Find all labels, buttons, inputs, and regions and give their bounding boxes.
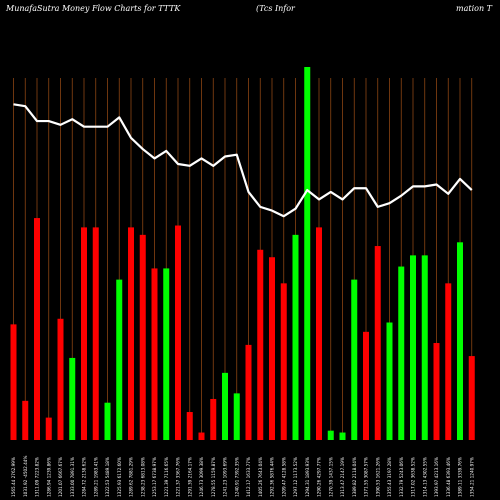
x-tick-label: 1322.53 5489.18% (105, 457, 110, 497)
money-flow-bar (468, 356, 475, 440)
money-flow-bar (410, 255, 416, 440)
money-flow-bar (186, 412, 193, 440)
money-flow-bar (398, 266, 405, 440)
x-tick-label: 1389.82 2118.04% (352, 457, 357, 497)
x-tick-label: 1311.09 7223.82% (35, 457, 40, 497)
money-flow-bar (104, 402, 111, 440)
x-tick-label: 1314.13 4302.55% (422, 457, 427, 497)
chart-title-mid: (Tcs Infor (256, 4, 296, 13)
money-flow-bar (175, 225, 181, 440)
money-flow-bar (10, 324, 17, 440)
money-flow-bar (304, 67, 311, 440)
x-tick-label: 1278.55 1159.87% (211, 457, 216, 497)
x-tick-label: 1294.31 1893.93% (305, 457, 310, 497)
x-tick-label: 1209.47 4128.58% (281, 457, 286, 497)
money-flow-bar (139, 234, 146, 440)
x-tick-label: 1292.36 5876.44% (270, 457, 275, 497)
money-flow-bar (163, 268, 170, 440)
chart-title-left: MunafaSutra Money Flow Charts for TTTK (5, 4, 181, 13)
money-flow-bar (457, 242, 463, 440)
x-tick-label: 1290.26 4297.77% (317, 457, 322, 497)
money-flow-bar (22, 400, 29, 440)
money-flow-bar (316, 227, 322, 440)
money-flow-bars (10, 67, 475, 440)
x-tick-label: 1332.79 5243.06% (399, 457, 404, 497)
money-flow-bar (339, 432, 346, 440)
money-flow-bar (292, 234, 299, 440)
money-flow-bar (433, 343, 440, 440)
money-flow-bar (116, 279, 123, 440)
x-tick-label: 1289.62 7881.29% (129, 457, 134, 497)
money-flow-bar (233, 393, 240, 440)
x-tick-labels: 1565.44 2762.99% 1031.92 -4502.44% 1311.09… (11, 456, 474, 497)
money-flow-bar (245, 344, 252, 440)
x-tick-label: 1221.37 3367.76% (176, 457, 181, 497)
money-flow-bar (386, 322, 393, 440)
x-tick-label: 1291.39 2164.17% (187, 457, 192, 497)
money-flow-bar (363, 331, 369, 440)
money-flow-bar (34, 218, 40, 440)
money-flow-bar (374, 246, 381, 440)
money-flow-bar (210, 398, 217, 440)
x-tick-label: 1355.43 3197.28% (387, 457, 392, 497)
money-flow-bar (128, 227, 134, 440)
money-flow-bar (81, 227, 87, 440)
money-flow-bar (69, 357, 76, 440)
x-tick-label: 1241.23 1093.69% (223, 457, 228, 497)
x-tick-label: 1389.11 3339.76% (458, 457, 463, 497)
x-tick-label: 1317.02 3638.52% (411, 457, 416, 497)
x-tick-label: 1390.53 1621.26% (375, 457, 380, 497)
x-tick-label: 1565.44 2762.99% (11, 457, 16, 497)
x-tick-label: 1325.93 6172.60% (117, 457, 122, 497)
x-tick-label: 1371.55 3087.57% (364, 457, 369, 497)
x-tick-label: 1238.23 6813.08% (140, 457, 145, 497)
money-flow-bar (45, 417, 52, 440)
money-flow-bar (57, 318, 64, 440)
money-flow-bar (280, 283, 287, 440)
money-flow-bar (151, 268, 158, 440)
chart-title-right: mation T (456, 4, 493, 13)
price-line (13, 103, 473, 218)
x-tick-label: 1284.72 2138.62% (82, 457, 87, 497)
x-tick-label: 1412.17 1633.77% (246, 457, 251, 497)
money-flow-bar (445, 283, 452, 440)
x-tick-label: 1333.00 7891.31% (70, 457, 75, 497)
x-tick-label: 1313.47 2147.19% (340, 457, 345, 497)
x-tick-label: 1246.73 3099.38% (199, 457, 204, 497)
x-tick-label: 1221.39 7116.65% (164, 457, 169, 497)
x-tick-label: 1289.21 1983.41% (93, 457, 98, 497)
x-tick-label: 1286.94 1239.86% (46, 457, 51, 497)
x-tick-label: 1201.07 6667.67% (58, 457, 63, 497)
money-flow-bar (92, 227, 99, 440)
money-flow-bar (421, 255, 428, 440)
x-tick-label: 1240.91 7392.35% (234, 457, 239, 497)
x-tick-label: 1270.39 1437.15% (328, 457, 333, 497)
x-tick-label: 1393.97 4213.16% (434, 457, 439, 497)
x-tick-label: 1297.12 1173.52% (293, 457, 298, 497)
x-tick-label: 1031.92 -4502.44% (23, 456, 28, 497)
money-flow-bar (222, 372, 228, 440)
money-flow-bar (327, 430, 334, 440)
x-tick-label: 1405.26 7643.04% (258, 457, 263, 497)
x-tick-label: 1336.48 6393.46% (446, 457, 451, 497)
money-flow-bar (269, 257, 275, 440)
x-tick-label: 1354.21 1240.97% (469, 457, 474, 497)
money-flow-bar (351, 279, 358, 440)
money-flow-bar (198, 432, 205, 440)
x-tick-label: 1253.17 6738.97% (152, 457, 157, 497)
money-flow-bar (257, 249, 264, 440)
